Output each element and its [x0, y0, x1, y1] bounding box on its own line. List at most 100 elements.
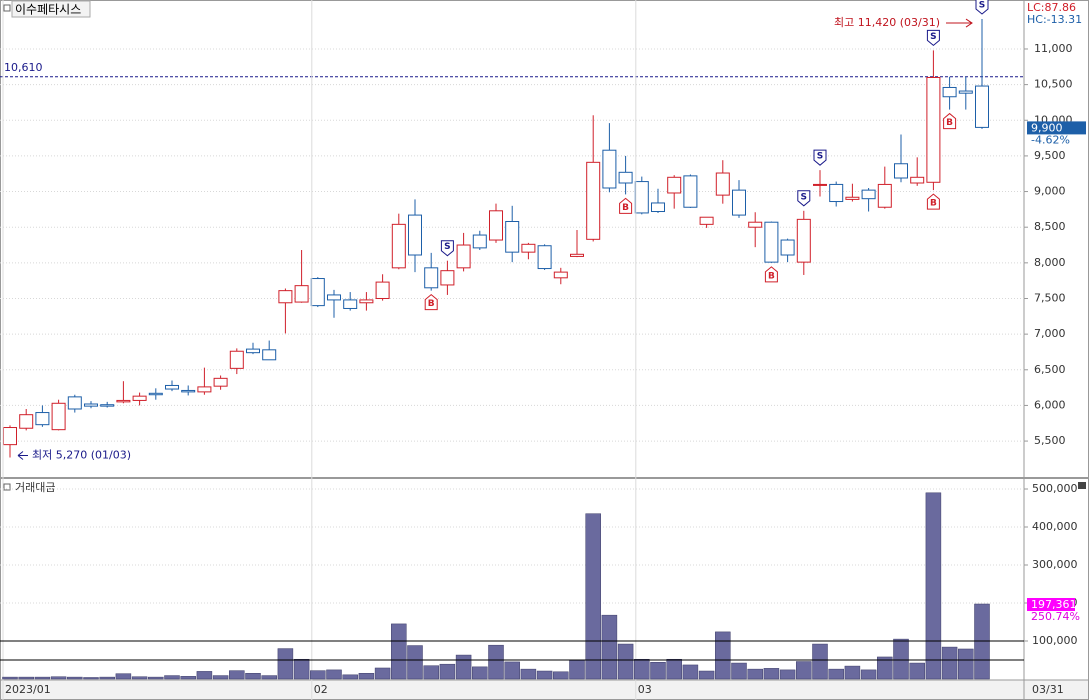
- x-tick-label: 02: [314, 683, 328, 696]
- bar: [180, 676, 196, 680]
- candle-body: [813, 183, 827, 186]
- bar: [50, 676, 67, 680]
- signal-label: B: [622, 203, 629, 213]
- candle-body: [181, 389, 196, 393]
- y-tick-label: 100,000: [1032, 634, 1078, 647]
- signal-label: B: [768, 271, 775, 281]
- candle-body: [958, 90, 973, 94]
- bar: [893, 638, 909, 680]
- signal-marker: [619, 197, 633, 214]
- bar: [342, 674, 358, 680]
- candle-body: [748, 221, 763, 228]
- panel-icon: [3, 483, 11, 491]
- bar: [261, 675, 277, 680]
- bar: [326, 669, 342, 680]
- bar: [812, 643, 828, 680]
- candle-body: [894, 163, 908, 179]
- indicator: LC:87.86: [1027, 1, 1076, 14]
- candle-body: [278, 290, 293, 304]
- bar: [747, 668, 763, 680]
- bar: [650, 662, 666, 680]
- bar: [391, 623, 407, 680]
- last-price: 9,900: [1031, 121, 1063, 134]
- candle-body: [683, 175, 698, 208]
- bar: [83, 677, 99, 680]
- change-label: 250.74%: [1031, 610, 1080, 623]
- bar: [958, 648, 974, 680]
- candle-body: [715, 172, 730, 196]
- signal-label: S: [801, 192, 807, 202]
- bar: [731, 662, 747, 680]
- candle-body: [100, 404, 115, 407]
- candle-body: [246, 348, 260, 354]
- bar: [131, 676, 148, 680]
- bar: [601, 614, 618, 680]
- arrow: [946, 18, 973, 28]
- y-tick-label: 8,000: [1034, 256, 1066, 269]
- bar: [245, 673, 261, 680]
- y-tick-label: 9,000: [1034, 185, 1066, 198]
- candle-body: [975, 85, 989, 128]
- signal-marker: [797, 190, 811, 207]
- bar: [715, 631, 731, 680]
- candle-body: [877, 183, 892, 208]
- signal-label: S: [817, 152, 823, 162]
- bar: [617, 643, 634, 680]
- y-tick-label: 11,000: [1034, 42, 1073, 55]
- candle-body: [116, 399, 131, 403]
- signal-marker: [926, 193, 940, 210]
- candle-body: [505, 220, 520, 253]
- bar: [115, 673, 132, 680]
- panel-title: 거래대금: [15, 481, 55, 494]
- candle-body: [51, 402, 66, 431]
- y-tick-label: 400,000: [1032, 520, 1078, 533]
- candle-body: [570, 253, 584, 257]
- signal-marker: [440, 240, 454, 257]
- bar: [67, 676, 83, 680]
- bar: [407, 645, 423, 680]
- bar: [585, 513, 601, 680]
- bar: [974, 603, 990, 680]
- last-value: 197,361: [1031, 598, 1077, 611]
- candle-body: [618, 171, 633, 184]
- bar: [536, 670, 553, 680]
- candle-body: [327, 294, 341, 301]
- candle-body: [829, 183, 844, 203]
- bar: [229, 670, 245, 680]
- high-annotation: 최고 11,420 (03/31): [834, 16, 940, 29]
- candle-body: [391, 223, 406, 269]
- panel-icon: [1078, 482, 1086, 489]
- candle-body: [699, 216, 714, 225]
- candle-body: [732, 189, 746, 216]
- y-tick-label: 300,000: [1032, 558, 1078, 571]
- signal-label: B: [930, 199, 937, 209]
- bar: [941, 646, 958, 680]
- bar: [504, 661, 520, 680]
- candle-body: [359, 299, 374, 304]
- candle-body: [408, 214, 422, 256]
- y-tick-label: 6,500: [1034, 363, 1066, 376]
- x-end-label: 03/31: [1032, 683, 1064, 696]
- signal-label: S: [979, 1, 985, 11]
- candle-body: [537, 245, 552, 270]
- bar: [860, 669, 877, 680]
- signal-marker: [764, 266, 778, 283]
- candle-body: [456, 244, 471, 269]
- candle-body: [521, 243, 536, 253]
- bar: [569, 660, 585, 680]
- y-tick-label: 7,000: [1034, 327, 1066, 340]
- candle-body: [19, 414, 34, 429]
- x-tick-label: 2023/01: [5, 683, 51, 696]
- bar: [763, 668, 780, 680]
- y-tick-label: 5,500: [1034, 434, 1066, 447]
- y-tick-label: 8,500: [1034, 220, 1066, 233]
- bar: [844, 665, 861, 680]
- change-label: -4.62%: [1031, 133, 1070, 146]
- candle-body: [35, 412, 50, 426]
- candle-body: [3, 427, 17, 446]
- bar: [18, 676, 34, 680]
- y-tick-label: 10,500: [1034, 78, 1073, 91]
- bar: [455, 654, 472, 680]
- candle-body: [229, 350, 244, 369]
